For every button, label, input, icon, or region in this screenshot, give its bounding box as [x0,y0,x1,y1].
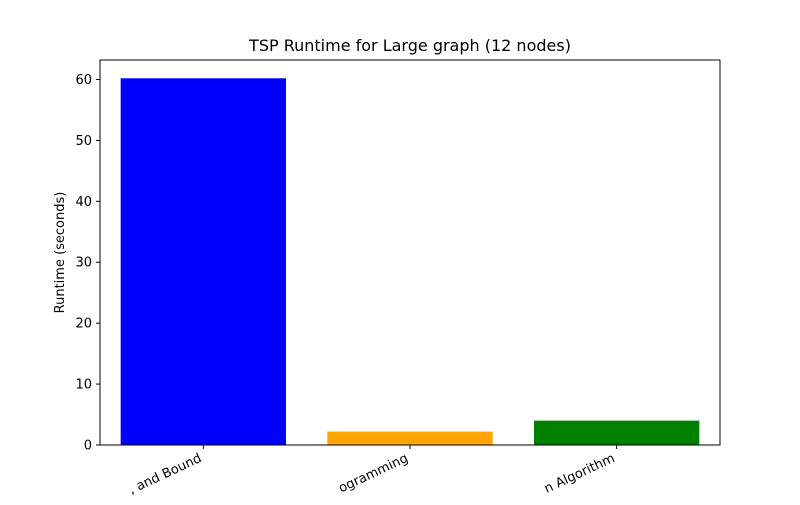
y-axis-ticks: 0 10 20 30 40 50 60 [75,73,100,454]
bars-group [120,78,700,445]
plot-frame [99,59,721,446]
y-tick-label: 0 [84,439,92,454]
x-tick-label: , and Bound [127,451,204,498]
x-tick-label: ogramming [336,451,410,496]
y-tick-label: 10 [75,378,92,393]
y-tick-label: 40 [75,195,92,210]
y-tick-label: 30 [75,256,92,271]
chart-title: TSP Runtime for Large graph (12 nodes) [248,36,571,55]
x-tick-label: n Algorithm [542,451,617,497]
x-axis-ticks: , and Bound ogramming n Algorithm [127,445,617,498]
y-tick-label: 50 [75,134,92,149]
y-tick-label: 60 [75,73,92,88]
bar-3 [534,420,700,445]
y-axis-label: Runtime (seconds) [53,192,68,314]
bar-1 [120,78,287,445]
bar-2 [327,431,493,445]
y-tick-label: 20 [75,317,92,332]
